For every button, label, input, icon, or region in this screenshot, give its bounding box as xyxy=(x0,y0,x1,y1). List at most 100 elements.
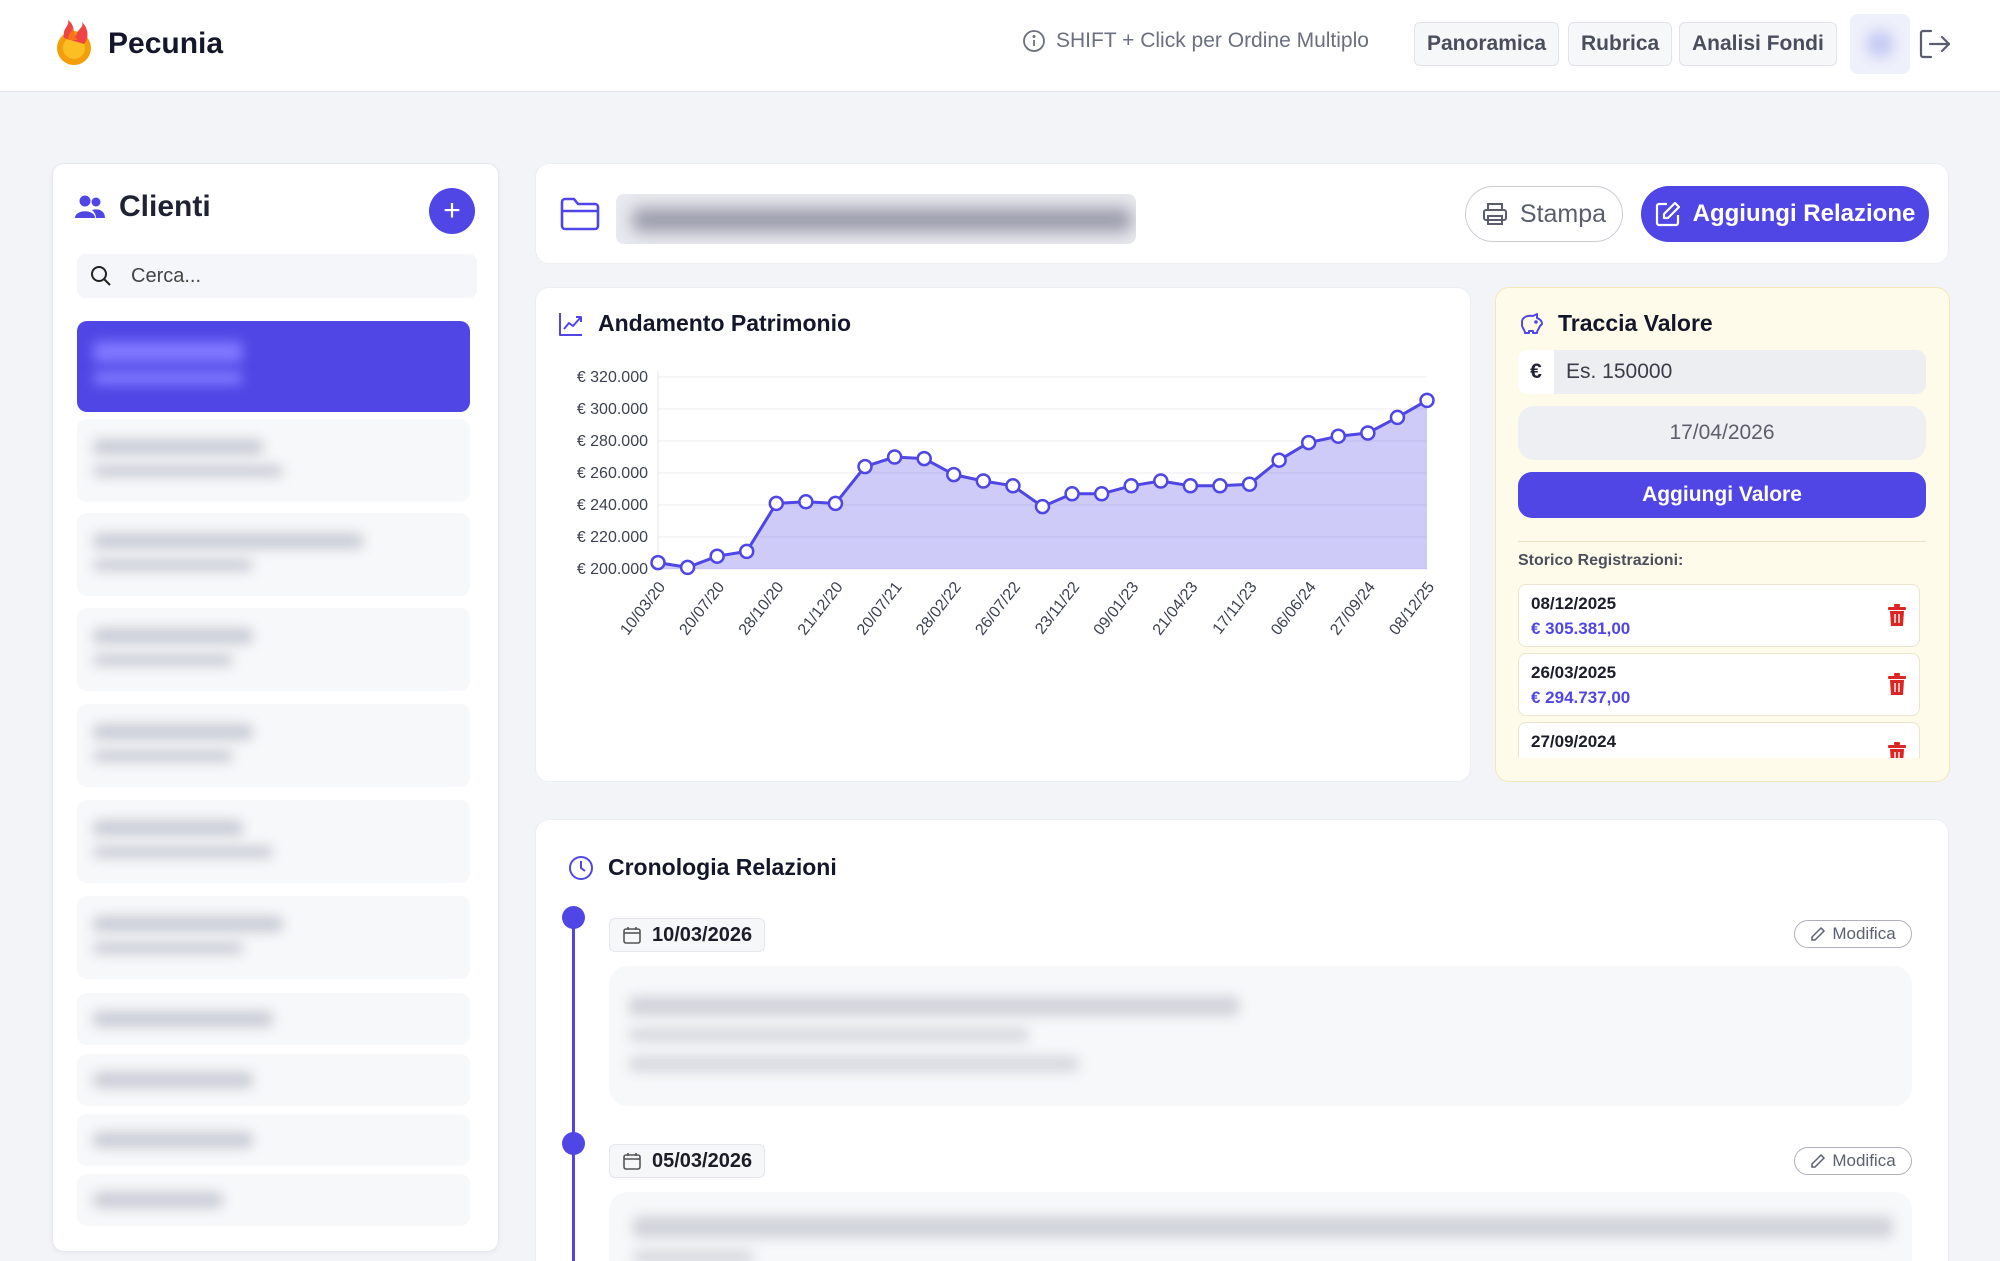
search-input[interactable] xyxy=(131,264,451,288)
data-point xyxy=(1330,428,1347,444)
relation-body xyxy=(609,1192,1912,1261)
client-item[interactable] xyxy=(77,704,470,787)
data-point xyxy=(1300,434,1317,451)
x-tick-label: 10/03/20 xyxy=(617,579,669,639)
trash-icon[interactable] xyxy=(1887,604,1907,627)
nav-rubrica-button[interactable]: Rubrica xyxy=(1568,22,1673,66)
x-tick-label: 09/01/23 xyxy=(1091,579,1143,639)
calendar-icon xyxy=(623,927,641,944)
date-input[interactable]: 17/04/2026 xyxy=(1518,406,1926,460)
data-point xyxy=(1360,425,1376,441)
data-point xyxy=(768,495,785,512)
currency-symbol: € xyxy=(1518,350,1554,394)
history-amount: € 294.737,00 xyxy=(1531,688,1631,707)
divider xyxy=(1518,541,1926,542)
modify-button[interactable]: Modifica xyxy=(1794,1147,1912,1175)
history-date: 26/03/2025 xyxy=(1531,663,1617,682)
tracker-title: Traccia Valore xyxy=(1558,310,1713,336)
data-point xyxy=(975,473,992,489)
logo-icon xyxy=(57,20,91,65)
x-tick-label: 17/11/23 xyxy=(1210,579,1261,638)
data-point xyxy=(1005,478,1021,494)
add-value-button[interactable]: Aggiungi Valore xyxy=(1518,472,1926,518)
client-item[interactable] xyxy=(77,513,470,596)
modify-button[interactable]: Modifica xyxy=(1794,920,1912,948)
users-icon xyxy=(75,195,105,218)
client-item[interactable] xyxy=(77,419,470,502)
data-point xyxy=(1271,452,1287,468)
add-relation-label: Aggiungi Relazione xyxy=(1692,200,1916,227)
nav-panoramica-button[interactable]: Panoramica xyxy=(1414,22,1560,66)
client-item[interactable] xyxy=(77,1174,470,1226)
x-tick-label: 28/10/20 xyxy=(736,579,788,639)
avatar[interactable] xyxy=(1850,14,1910,74)
data-point xyxy=(709,548,725,564)
search-icon xyxy=(91,266,111,286)
edit-icon xyxy=(1655,201,1680,227)
clock-icon xyxy=(569,855,593,880)
client-item[interactable] xyxy=(77,800,470,883)
data-point xyxy=(1212,478,1228,494)
data-point xyxy=(1064,486,1080,502)
app-name: Pecunia xyxy=(108,27,224,60)
x-tick-label: 26/07/22 xyxy=(972,579,1024,639)
client-item[interactable] xyxy=(77,896,470,979)
data-point xyxy=(738,543,755,560)
history-label: Storico Registrazioni: xyxy=(1518,552,1684,569)
clients-header: Clienti xyxy=(75,190,211,224)
client-search xyxy=(77,254,477,298)
history-list: 08/12/2025 € 305.381,00 26/03/2025 € 294… xyxy=(1518,584,1920,758)
chart-title: Andamento Patrimonio xyxy=(598,310,852,336)
logout-icon[interactable] xyxy=(1918,28,1952,60)
clients-panel: Clienti + xyxy=(52,163,499,1252)
add-relation-button[interactable]: Aggiungi Relazione xyxy=(1641,186,1929,242)
data-point xyxy=(827,495,844,512)
brand[interactable]: Pecunia xyxy=(50,20,223,68)
timeline-date: 10/03/2026 xyxy=(652,923,753,946)
history-item: 26/03/2025 € 294.737,00 xyxy=(1518,653,1920,716)
tracker-header: Traccia Valore xyxy=(1518,310,1713,337)
x-tick-label: 20/07/21 xyxy=(854,579,906,639)
x-tick-label: 20/07/20 xyxy=(677,579,729,639)
add-client-button[interactable]: + xyxy=(429,188,475,234)
client-item[interactable] xyxy=(77,993,470,1045)
timeline-date: 05/03/2026 xyxy=(652,1149,753,1172)
x-tick-label: 21/04/23 xyxy=(1150,579,1202,639)
history-amount: € 305.381,00 xyxy=(1531,619,1631,638)
data-point xyxy=(1419,392,1435,409)
y-tick-label: € 220.000 xyxy=(577,529,648,546)
multi-sort-hint: SHIFT + Click per Ordine Multiplo xyxy=(1022,29,1369,53)
report-title xyxy=(616,194,1136,244)
amount-field: € xyxy=(1518,350,1926,394)
y-tick-label: € 320.000 xyxy=(577,369,648,386)
y-tick-label: € 280.000 xyxy=(577,433,648,450)
y-tick-label: € 240.000 xyxy=(577,497,648,514)
data-point xyxy=(916,450,932,467)
client-item[interactable] xyxy=(77,1054,470,1106)
history-date: 08/12/2025 xyxy=(1531,594,1617,613)
modify-label: Modifica xyxy=(1832,924,1896,943)
trash-icon[interactable] xyxy=(1887,673,1907,696)
nav-analisi-fondi-button[interactable]: Analisi Fondi xyxy=(1679,22,1837,66)
chart-header: Andamento Patrimonio xyxy=(558,310,851,337)
print-label: Stampa xyxy=(1519,199,1607,228)
print-button[interactable]: Stampa xyxy=(1465,186,1623,242)
y-tick-label: € 200.000 xyxy=(577,561,648,578)
relation-body xyxy=(609,966,1912,1106)
trash-icon[interactable] xyxy=(1887,742,1907,758)
pencil-icon xyxy=(1811,926,1826,941)
data-point xyxy=(679,559,696,576)
report-header: Stampa Aggiungi Relazione xyxy=(535,163,1949,264)
client-item-selected[interactable] xyxy=(77,321,470,412)
client-item[interactable] xyxy=(77,1114,470,1166)
data-point xyxy=(1123,478,1139,494)
y-tick-label: € 260.000 xyxy=(577,465,648,482)
client-item[interactable] xyxy=(77,608,470,691)
modify-label: Modifica xyxy=(1832,1151,1896,1170)
y-tick-label: € 300.000 xyxy=(577,401,648,418)
printer-icon xyxy=(1482,203,1507,225)
wealth-chart-card: Andamento Patrimonio € 320.000 € 300.000 €… xyxy=(535,287,1471,782)
amount-input[interactable] xyxy=(1554,360,1894,384)
value-tracker: Traccia Valore € 17/04/2026 Aggiungi Val… xyxy=(1495,287,1950,782)
timeline-line xyxy=(572,916,575,1261)
